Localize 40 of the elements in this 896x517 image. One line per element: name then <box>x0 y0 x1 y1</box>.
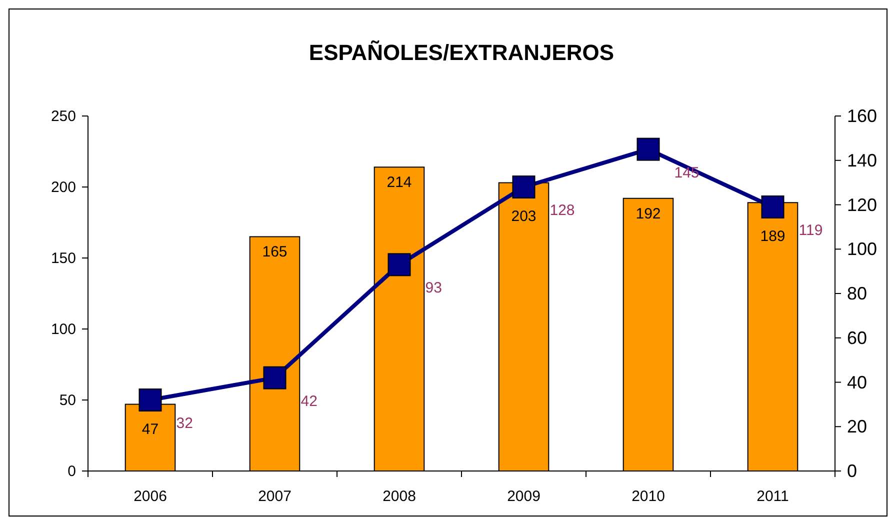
chart-title: ESPAÑOLES/EXTRANJEROS <box>308 40 614 65</box>
data-label: 128 <box>550 202 575 219</box>
data-label: 93 <box>425 280 442 297</box>
point <box>761 195 784 218</box>
data-label: 42 <box>300 392 318 410</box>
point <box>636 138 660 161</box>
y-tick-label: 150 <box>50 250 76 267</box>
data-label: 165 <box>262 244 288 261</box>
y-tick-label: 50 <box>59 392 76 409</box>
y2-tick-label: 60 <box>847 328 868 348</box>
x-tick-label: 2010 <box>632 488 665 505</box>
data-label: 47 <box>142 421 159 438</box>
y2-tick-label: 80 <box>847 284 868 304</box>
point <box>388 253 411 276</box>
data-label: 32 <box>176 415 193 432</box>
x-tick-label: 2008 <box>382 488 416 505</box>
point <box>512 176 536 198</box>
x-tick-label: 2006 <box>134 488 167 505</box>
y2-tick-label: 120 <box>847 194 878 215</box>
data-label: 214 <box>386 174 412 192</box>
point <box>263 366 286 390</box>
y-tick-label: 200 <box>50 179 76 196</box>
y-tick-label: 0 <box>68 463 76 480</box>
x-tick-label: 2009 <box>507 488 540 505</box>
x-tick-label: 2011 <box>756 488 789 505</box>
y2-tick-label: 40 <box>847 372 868 392</box>
data-label: 192 <box>636 205 661 222</box>
data-label: 189 <box>760 228 786 245</box>
y2-tick-label: 0 <box>847 461 858 481</box>
y2-tick-label: 20 <box>847 416 868 437</box>
y-tick-label: 100 <box>50 321 76 338</box>
data-label: 203 <box>511 208 536 225</box>
y2-tick-label: 160 <box>847 106 878 126</box>
data-label: 145 <box>674 164 700 182</box>
point <box>138 388 162 412</box>
y2-tick-label: 140 <box>847 150 878 170</box>
x-tick-label: 2007 <box>258 488 292 505</box>
y2-tick-label: 100 <box>847 239 878 260</box>
data-label: 119 <box>798 222 823 239</box>
y-tick-label: 250 <box>50 108 76 125</box>
